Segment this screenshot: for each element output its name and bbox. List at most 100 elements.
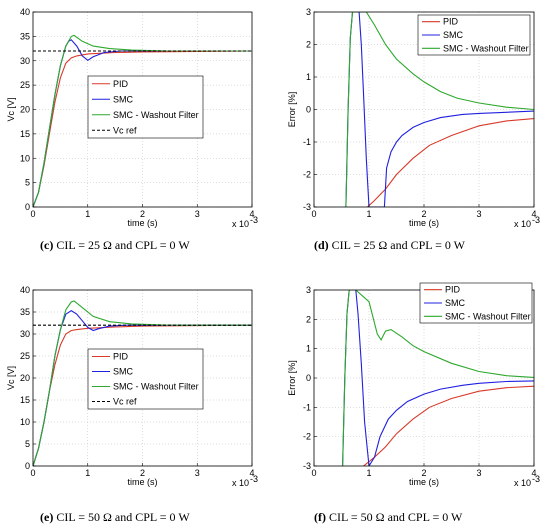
- caption-text: CIL = 25 Ω and CPL = 0 W: [331, 238, 466, 252]
- y-tick-label: 0: [25, 461, 30, 471]
- legend-label: PID: [445, 285, 461, 295]
- legend-label: PID: [443, 17, 459, 27]
- y-tick-label: 10: [20, 417, 30, 427]
- y-tick-label: -3: [303, 202, 311, 212]
- x-multiplier-exponent: -3: [250, 215, 258, 225]
- x-tick-label: 4: [531, 468, 536, 478]
- x-axis-label: time (s): [409, 218, 439, 228]
- caption-letter: (c): [40, 238, 54, 252]
- x-tick-label: 4: [249, 209, 254, 219]
- x-multiplier: x 10: [232, 219, 249, 229]
- caption-letter: (d): [314, 238, 329, 252]
- y-tick-label: 20: [20, 373, 30, 383]
- x-tick-label: 0: [30, 209, 35, 219]
- legend-label: SMC: [443, 30, 464, 40]
- legend: PID SMC SMC - Washout Filter Vc ref: [87, 75, 204, 139]
- caption-d: (d) CIL = 25 Ω and CPL = 0 W: [314, 238, 465, 253]
- y-axis-label: Error [%]: [287, 92, 297, 128]
- y-tick-label: 35: [20, 307, 30, 317]
- series-group: [33, 34, 252, 207]
- legend-label: Vc ref: [113, 397, 137, 407]
- series-line-smc-washout-filter: [33, 34, 252, 207]
- x-tick-label: 3: [476, 209, 481, 219]
- caption-letter: (f): [314, 510, 326, 524]
- x-multiplier-exponent: -3: [250, 474, 258, 484]
- y-tick-label: 25: [20, 80, 30, 90]
- series-group: [345, 12, 534, 207]
- x-axis-label: time (s): [128, 477, 158, 487]
- y-tick-label: 30: [20, 329, 30, 339]
- y-tick-label: 15: [20, 129, 30, 139]
- caption-text: CIL = 25 Ω and CPL = 0 W: [56, 238, 190, 252]
- x-tick-label: 2: [140, 468, 145, 478]
- y-tick-label: 2: [306, 314, 311, 324]
- y-tick-label: 20: [20, 105, 30, 115]
- x-tick-label: 0: [311, 209, 316, 219]
- x-axis-label: time (s): [409, 477, 439, 487]
- x-tick-label: 1: [85, 468, 90, 478]
- y-axis-label: Error [%]: [287, 360, 297, 396]
- series-group: [342, 290, 534, 466]
- legend-label: SMC - Washout Filter: [113, 382, 199, 392]
- y-tick-label: 40: [20, 7, 30, 17]
- y-tick-label: 10: [20, 153, 30, 163]
- series-line-smc-washout-filter: [345, 12, 534, 207]
- caption-f: (f) CIL = 50 Ω and CPL = 0 W: [314, 510, 462, 525]
- x-tick-label: 4: [531, 209, 536, 219]
- y-tick-label: 15: [20, 395, 30, 405]
- caption-c: (c) CIL = 25 Ω and CPL = 0 W: [40, 238, 190, 253]
- y-tick-label: 1: [306, 72, 311, 82]
- legend-label: Vc ref: [113, 125, 137, 135]
- legend-label: SMC: [113, 94, 134, 104]
- caption-e: (e) CIL = 50 Ω and CPL = 0 W: [40, 510, 190, 525]
- y-tick-label: 25: [20, 351, 30, 361]
- x-tick-label: 3: [476, 468, 481, 478]
- y-tick-label: 0: [25, 202, 30, 212]
- y-axis-label: Vc [V]: [6, 97, 16, 121]
- legend-label: SMC - Washout Filter: [113, 110, 199, 120]
- y-tick-label: 5: [25, 439, 30, 449]
- x-tick-label: 4: [249, 468, 254, 478]
- y-tick-label: -3: [303, 461, 311, 471]
- y-tick-label: -2: [303, 170, 311, 180]
- y-tick-label: -1: [303, 402, 311, 412]
- x-multiplier-exponent: -3: [532, 215, 540, 225]
- legend: PID SMC SMC - Washout Filter Vc ref: [87, 348, 204, 410]
- y-tick-label: 3: [306, 7, 311, 17]
- y-tick-label: 0: [306, 373, 311, 383]
- x-tick-label: 0: [30, 468, 35, 478]
- x-tick-label: 2: [140, 209, 145, 219]
- x-axis-label: time (s): [128, 218, 158, 228]
- legend-label: SMC - Washout Filter: [443, 43, 529, 53]
- legend-label: SMC: [113, 367, 134, 377]
- x-tick-label: 1: [366, 209, 371, 219]
- x-tick-label: 2: [421, 209, 426, 219]
- x-tick-label: 2: [421, 468, 426, 478]
- x-multiplier: x 10: [232, 478, 249, 488]
- series-line-smc-washout-filter: [342, 290, 534, 466]
- series-line-smc-washout-filter: [33, 300, 252, 466]
- series-group: [33, 300, 252, 466]
- y-tick-label: -1: [303, 137, 311, 147]
- series-line-smc: [342, 290, 534, 466]
- legend-label: PID: [113, 79, 129, 89]
- caption-letter: (e): [40, 510, 54, 524]
- legend-box: [87, 75, 204, 139]
- caption-text: CIL = 50 Ω and CPL = 0 W: [329, 510, 463, 524]
- legend: PID SMC SMC - Washout Filter: [417, 14, 531, 56]
- y-tick-label: 2: [306, 40, 311, 50]
- y-axis-label: Vc [V]: [6, 366, 16, 390]
- x-multiplier-exponent: -3: [532, 474, 540, 484]
- y-tick-label: 40: [20, 285, 30, 295]
- y-tick-label: -2: [303, 432, 311, 442]
- x-tick-label: 1: [85, 209, 90, 219]
- legend-label: SMC: [445, 298, 466, 308]
- legend: PID SMC SMC - Washout Filter: [419, 282, 533, 324]
- legend-label: PID: [113, 352, 129, 362]
- x-tick-label: 1: [366, 468, 371, 478]
- y-tick-label: 0: [306, 105, 311, 115]
